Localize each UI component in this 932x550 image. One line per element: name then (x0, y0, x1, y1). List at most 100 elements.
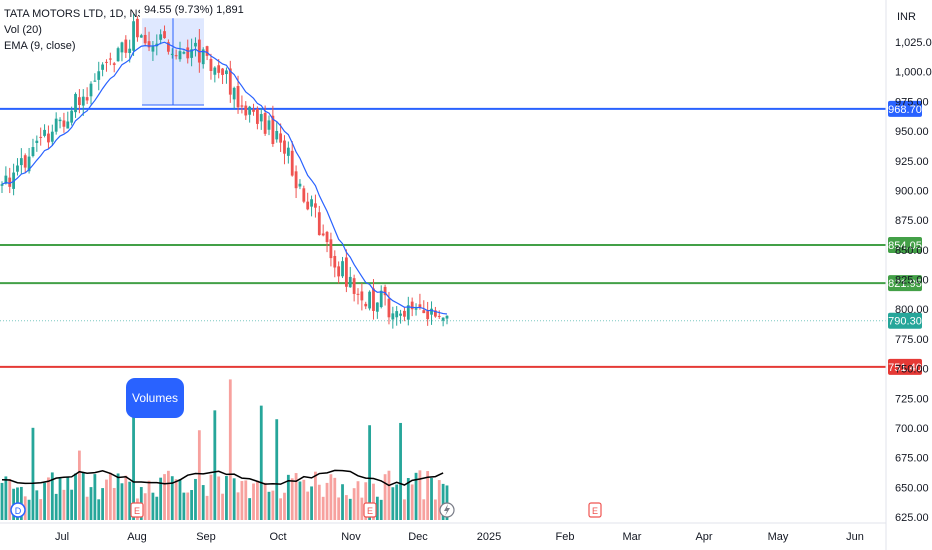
candle-body (31, 147, 35, 157)
volume-bar (174, 479, 178, 520)
volume-bar (62, 489, 66, 520)
candle-body (74, 93, 77, 113)
legend-ema[interactable]: EMA (9, close) (4, 40, 76, 52)
candle-body (139, 35, 143, 38)
volume-ma-line (1, 469, 444, 487)
volume-bar (375, 496, 379, 520)
volume-bar (143, 493, 147, 520)
volume-bar (93, 474, 97, 520)
volume-bar (387, 470, 391, 520)
candle-body (286, 147, 290, 156)
candle-body (54, 118, 58, 132)
volume-bar (236, 492, 240, 520)
ema-line (1, 41, 448, 315)
measure-tooltip: 94.55 (9.73%) 1,891 (140, 3, 248, 17)
candle-body (232, 87, 236, 100)
candle-body (418, 304, 422, 308)
candle-body (186, 47, 190, 59)
candle-body (97, 71, 101, 80)
candle-body (0, 184, 4, 186)
candle-body (39, 136, 43, 138)
volume-bar (356, 481, 360, 520)
volume-bar (271, 490, 275, 520)
volume-bar (329, 474, 333, 520)
volume-bar (441, 483, 445, 520)
volume-bar (372, 483, 375, 520)
y-tick-label: 925.00 (895, 156, 929, 168)
volume-bar (39, 499, 43, 520)
volume-bar (279, 498, 283, 520)
plot-area[interactable] (0, 0, 886, 523)
volume-bar (244, 480, 248, 520)
volume-bar (306, 491, 310, 520)
candle-body (317, 212, 321, 236)
candle-body (306, 201, 310, 210)
volume-bar (77, 450, 81, 520)
candle-body (85, 97, 89, 101)
candle-body (101, 64, 105, 70)
marker-label: E (592, 506, 598, 516)
candle-body (344, 257, 348, 287)
y-tick-label: 650.00 (895, 482, 929, 494)
x-tick-label: May (768, 531, 789, 543)
candle-body (201, 49, 205, 65)
candle-body (279, 133, 283, 143)
earnings-marker (363, 502, 377, 518)
candle-body (116, 48, 120, 62)
last-price-label: 790.30 (888, 316, 922, 328)
candle-body (379, 290, 383, 308)
marker-label: E (367, 506, 373, 516)
candle-body (221, 68, 224, 75)
candle-body (182, 52, 186, 54)
candle-body (174, 55, 178, 57)
volume-bar (112, 487, 116, 520)
y-tick-label: 700.00 (895, 423, 929, 435)
volume-bar (182, 492, 186, 520)
candle-body (112, 63, 116, 65)
x-tick-label: Sep (196, 531, 216, 543)
volume-bar (128, 481, 132, 520)
candle-body (62, 120, 66, 127)
volume-bar (89, 487, 93, 520)
candle-body (302, 188, 306, 202)
volume-bar (364, 482, 368, 520)
volume-bar (58, 478, 62, 520)
candle-body (205, 46, 209, 56)
volume-bar (0, 482, 4, 520)
volume-bar (232, 478, 236, 520)
volume-bar (70, 489, 74, 520)
volume-bar (344, 495, 348, 520)
volume-bar (108, 472, 112, 520)
level-badge-label: 854.05 (888, 240, 922, 252)
volume-bar (81, 472, 85, 520)
y-tick-label: 900.00 (895, 185, 929, 197)
volume-bar (348, 498, 352, 520)
candle-body (395, 311, 399, 318)
volume-bar (50, 472, 54, 520)
legend-volume[interactable]: Vol (20) (4, 24, 42, 36)
candle-body (252, 109, 255, 112)
volume-bar (252, 483, 255, 520)
volume-bar (248, 498, 252, 520)
candle-body (406, 305, 410, 320)
candle-body (329, 239, 333, 259)
candle-body (16, 165, 19, 172)
candle-body (236, 86, 240, 108)
volume-bar (201, 485, 205, 520)
volume-bar (155, 496, 159, 520)
volume-bar (275, 419, 279, 520)
volume-bar (170, 476, 174, 520)
legend-symbol[interactable]: TATA MOTORS LTD, 1D, NSE (4, 8, 153, 20)
candle-body (47, 133, 50, 143)
volume-bar (66, 476, 70, 520)
volume-bar (43, 482, 46, 520)
volume-bar (163, 474, 166, 520)
volume-bar (259, 405, 263, 520)
volume-bar (74, 473, 77, 520)
volume-bar (159, 477, 163, 520)
volumes-callout[interactable]: Volumes (126, 378, 184, 418)
candle-body (93, 80, 97, 82)
volume-bar (290, 478, 294, 520)
y-tick-label: 625.00 (895, 512, 929, 524)
